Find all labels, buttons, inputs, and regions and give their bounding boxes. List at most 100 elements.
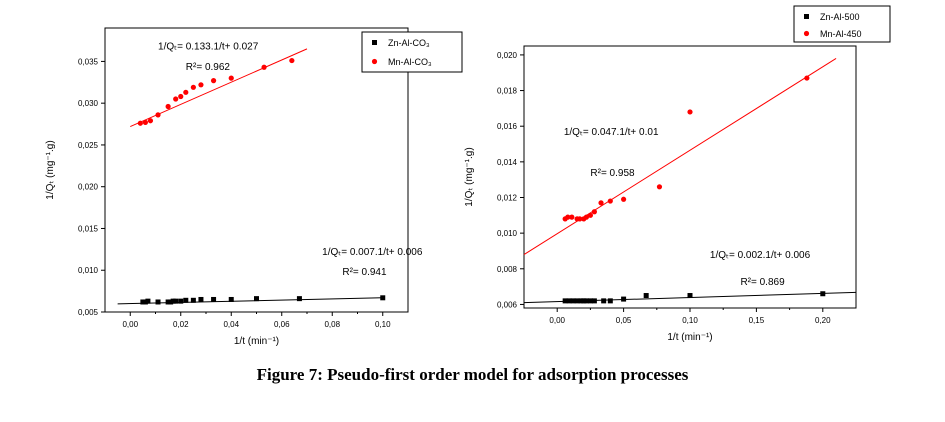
chart1-series1-point <box>155 299 161 305</box>
chart1-x-tick-label: 0,06 <box>274 320 290 329</box>
chart2-fit-annotation: R²= 0.869 <box>740 277 785 288</box>
chart1-series2-point <box>183 89 189 95</box>
chart1-series2-point <box>147 118 154 124</box>
chart1-series1-point <box>168 299 174 305</box>
chart1-y-tick-label: 0,010 <box>78 266 99 275</box>
chart1-x-tick-label: 0,10 <box>375 320 391 329</box>
chart2-series1-point <box>578 298 584 304</box>
chart2-series1-point <box>591 298 597 304</box>
chart1-series1-point <box>145 298 151 304</box>
chart2-legend-box <box>793 5 891 43</box>
chart2-series2-point <box>656 184 663 190</box>
chart2-series1-point <box>820 291 826 297</box>
chart1-series2-point <box>289 57 295 64</box>
chart1-legend-marker <box>371 58 378 65</box>
chart1-series1-point <box>211 296 217 302</box>
chart2-fit-annotation: 1/Qₜ= 0.002.1/t+ 0.006 <box>710 250 811 261</box>
chart2-plot-frame <box>523 45 857 309</box>
chart2-x-tick-label: 0,20 <box>815 316 831 325</box>
chart1-series1-point <box>198 296 204 302</box>
chart2-legend-marker <box>803 30 810 37</box>
chart1-series1-point <box>173 298 179 304</box>
chart1-fit-annotation: R²= 0.962 <box>186 62 231 73</box>
chart1-series2-point <box>210 78 217 84</box>
chart2-y-tick-label: 0,012 <box>497 193 518 202</box>
chart2-x-tick-label: 0,00 <box>549 316 565 325</box>
chart1-series1-point <box>142 299 148 305</box>
chart2-x-tick-label: 0,10 <box>682 316 698 325</box>
chart1-x-tick-label: 0,00 <box>122 320 138 329</box>
chart2-series1-point <box>570 298 576 304</box>
chart1-series2-point <box>190 84 196 90</box>
chart2-y-tick-label: 0,006 <box>497 300 518 309</box>
chart1-fit-annotation: R²= 0.941 <box>342 267 387 278</box>
chart1-y-tick-label: 0,025 <box>78 141 99 150</box>
chart1-series2-point <box>228 75 234 81</box>
chart2-fit-annotation: R²= 0.958 <box>590 168 635 179</box>
chart1-series2-point <box>142 119 148 125</box>
chart2-y-tick-label: 0,016 <box>497 122 518 131</box>
chart2-series1-point <box>607 298 613 304</box>
chart2-y-tick-label: 0,018 <box>497 87 518 96</box>
chart2-y-tick-label: 0,010 <box>497 229 518 238</box>
chart1-y-tick-label: 0,005 <box>78 308 99 317</box>
chart1-x-tick-label: 0,02 <box>173 320 189 329</box>
chart2-series2-point <box>687 109 693 115</box>
chart2-series1-point <box>601 298 607 304</box>
chart1-x-axis-label: 1/t (min⁻¹) <box>234 336 279 347</box>
chart1-series2-point <box>165 103 171 110</box>
chart2-series2-point <box>577 216 583 222</box>
chart1-x-tick-label: 0,08 <box>324 320 340 329</box>
chart1-legend-label: Zn-Al-CO₃ <box>388 38 430 48</box>
chart2-series1-point <box>587 298 593 304</box>
chart1-legend-box <box>361 31 463 73</box>
chart2-x-tick-label: 0,15 <box>749 316 765 325</box>
chart1-series2-point <box>261 64 267 70</box>
chart2-series2-fit-line <box>523 58 837 255</box>
chart2-series1-point <box>574 298 580 304</box>
chart1-series1-point <box>165 299 171 305</box>
chart1-series1-fit-line <box>117 297 383 305</box>
chart2-legend-marker <box>804 14 809 19</box>
chart2-series2-point <box>621 196 627 202</box>
chart1-series1-point <box>254 296 259 302</box>
chart2-fit-annotation: 1/Qₜ= 0.047.1/t+ 0.01 <box>564 127 659 138</box>
chart1-legend-marker <box>372 40 377 45</box>
chart2-series2-point <box>565 214 571 220</box>
chart1-series2-point <box>178 93 184 100</box>
chart1-series2-point <box>198 82 204 88</box>
chart1-series1-point <box>170 298 176 304</box>
chart1-series1-point <box>183 297 189 303</box>
chart2-series2-point <box>607 198 613 204</box>
chart2-series1-point <box>643 293 649 299</box>
chart2-series2-point <box>591 209 597 215</box>
chart2-series1-point <box>581 298 587 304</box>
chart2-series2-point <box>583 214 590 220</box>
chart1-series2-point <box>155 112 161 118</box>
chart2-series2-point <box>569 214 575 220</box>
chart2-y-tick-label: 0,020 <box>497 51 518 60</box>
chart1-y-axis-label: 1/Qₜ (mg⁻¹.g) <box>45 140 56 199</box>
chart2-legend-label: Mn-Al-450 <box>820 29 862 39</box>
chart2-series1-point <box>566 298 572 304</box>
chart2-legend-label: Zn-Al-500 <box>820 12 860 22</box>
chart2-series1-point <box>583 298 589 304</box>
chart2-x-tick-label: 0,05 <box>616 316 632 325</box>
chart1-series1-point <box>190 297 196 303</box>
chart2-x-axis-label: 1/t (min⁻¹) <box>667 332 712 343</box>
chart1-series1-point <box>178 298 184 304</box>
chart1-fit-annotation: 1/Qₜ= 0.007.1/t+ 0.006 <box>322 247 423 258</box>
chart1-y-tick-label: 0,020 <box>78 183 99 192</box>
chart1-series1-point <box>228 296 234 302</box>
chart1-y-tick-label: 0,035 <box>78 57 99 66</box>
chart2-series1-point <box>562 298 568 304</box>
chart2-series1-point <box>687 293 693 299</box>
chart2-y-tick-label: 0,008 <box>497 265 518 274</box>
chart1-series1-point <box>380 295 386 301</box>
chart1-series1-point <box>296 296 302 302</box>
chart1-x-tick-label: 0,04 <box>223 320 239 329</box>
figure-caption: Figure 7: Pseudo-first order model for a… <box>256 365 689 384</box>
chart1-series1-point <box>140 299 146 305</box>
chart2-series2-point <box>804 75 810 81</box>
